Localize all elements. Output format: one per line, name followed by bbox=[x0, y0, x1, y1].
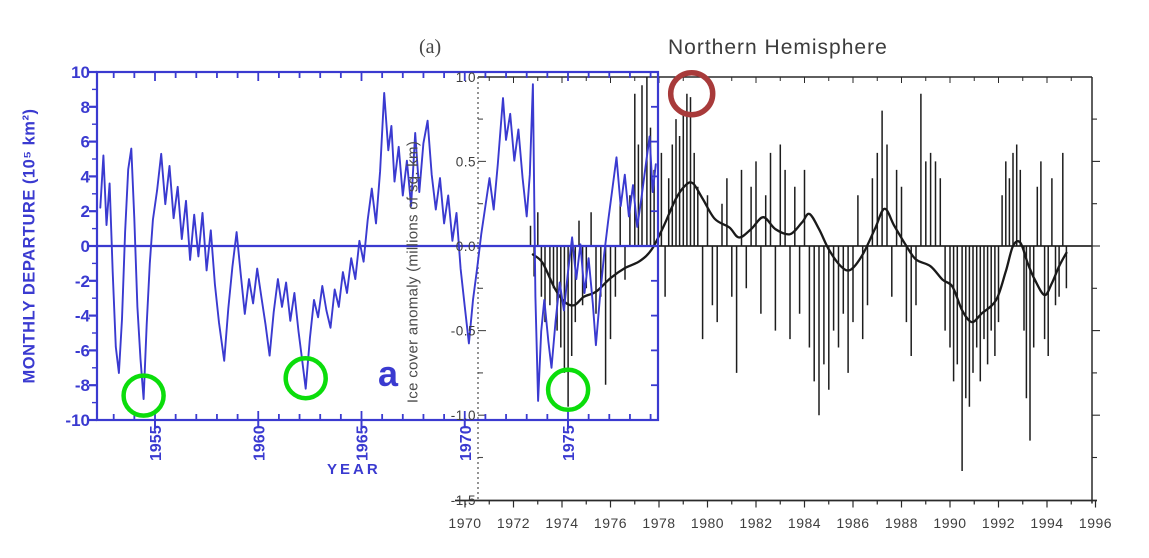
black-y-tick-label: -1.5 bbox=[451, 493, 476, 508]
black-x-tick-label: 1982 bbox=[739, 515, 772, 531]
blue-y-tick-label: -10 bbox=[65, 411, 90, 430]
blue-y-tick-label: 2 bbox=[81, 202, 90, 221]
green-circle-annotation bbox=[283, 355, 328, 401]
black-x-tick-label: 1970 bbox=[448, 515, 481, 531]
black-x-tick-label: 1988 bbox=[885, 515, 918, 531]
blue-y-tick-label: -8 bbox=[75, 376, 90, 395]
black-axis-labels: 1.0 0.5 0.0 -0.5 -1.0 -1.5 1970 1972 1974 1976 197… bbox=[448, 70, 1112, 531]
blue-x-tick-label: 1970 bbox=[458, 425, 475, 461]
blue-y-tick-label: -4 bbox=[75, 307, 91, 326]
black-y-tick-label: 1.0 bbox=[456, 70, 476, 85]
blue-ticks: -10 -8 -6 -4 -2 0 2 4 6 8 10 1955 1960 1965 1970 1975 bbox=[65, 63, 658, 461]
blue-x-tick-label: 1960 bbox=[251, 425, 268, 461]
blue-y-tick-label: 6 bbox=[81, 133, 90, 152]
black-y-tick-label: -0.5 bbox=[451, 324, 476, 339]
black-y-tick-label: -1.0 bbox=[451, 408, 476, 423]
black-smoothed-curve bbox=[531, 181, 1068, 324]
black-x-tick-label: 1984 bbox=[788, 515, 821, 531]
black-y-axis-title: Ice cover anomaly (millions of sq. km) bbox=[404, 140, 422, 404]
blue-x-axis-title: YEAR bbox=[327, 461, 381, 478]
green-circle-annotation bbox=[545, 367, 591, 413]
blue-y-tick-label: -2 bbox=[75, 272, 90, 291]
blue-panel-label: a bbox=[378, 353, 399, 394]
black-y-tick-label: 0.5 bbox=[456, 154, 476, 169]
monthly-departure-chart: -10 -8 -6 -4 -2 0 2 4 6 8 10 1955 1960 1965 1970 1975 bbox=[65, 63, 660, 461]
blue-y-tick-label: 0 bbox=[81, 237, 90, 256]
black-x-tick-label: 1992 bbox=[982, 515, 1015, 531]
blue-monthly-departure-line bbox=[99, 83, 657, 402]
black-x-tick-label: 1996 bbox=[1079, 515, 1112, 531]
green-circle-annotation bbox=[121, 373, 166, 418]
black-ticks bbox=[464, 77, 1100, 508]
blue-x-tick-label: 1965 bbox=[355, 425, 372, 461]
blue-y-tick-label: 10 bbox=[71, 63, 90, 82]
blue-y-axis-title: MONTHLY DEPARTURE (10⁵ km²) bbox=[20, 108, 39, 384]
ice-cover-anomaly-chart bbox=[455, 76, 1100, 508]
black-y-tick-label: 0.0 bbox=[456, 239, 476, 254]
black-x-tick-label: 1976 bbox=[594, 515, 627, 531]
black-chart-title: Northern Hemisphere bbox=[668, 36, 888, 59]
blue-y-tick-label: -6 bbox=[75, 341, 90, 360]
red-circle-annotation bbox=[667, 69, 716, 118]
blue-x-tick-label: 1975 bbox=[561, 425, 578, 461]
annotation-circles bbox=[121, 69, 716, 418]
black-x-tick-label: 1990 bbox=[933, 515, 966, 531]
black-x-tick-label: 1986 bbox=[836, 515, 869, 531]
black-x-tick-label: 1978 bbox=[642, 515, 675, 531]
blue-y-tick-label: 4 bbox=[81, 167, 91, 186]
blue-y-tick-label: 8 bbox=[81, 98, 90, 117]
black-x-tick-label: 1974 bbox=[545, 515, 578, 531]
black-x-tick-label: 1980 bbox=[691, 515, 724, 531]
black-x-tick-label: 1994 bbox=[1030, 515, 1063, 531]
black-x-tick-label: 1972 bbox=[497, 515, 530, 531]
blue-x-tick-label: 1955 bbox=[148, 425, 165, 461]
black-panel-label: (a) bbox=[419, 36, 442, 58]
black-monthly-anomaly-bars bbox=[529, 76, 1068, 471]
